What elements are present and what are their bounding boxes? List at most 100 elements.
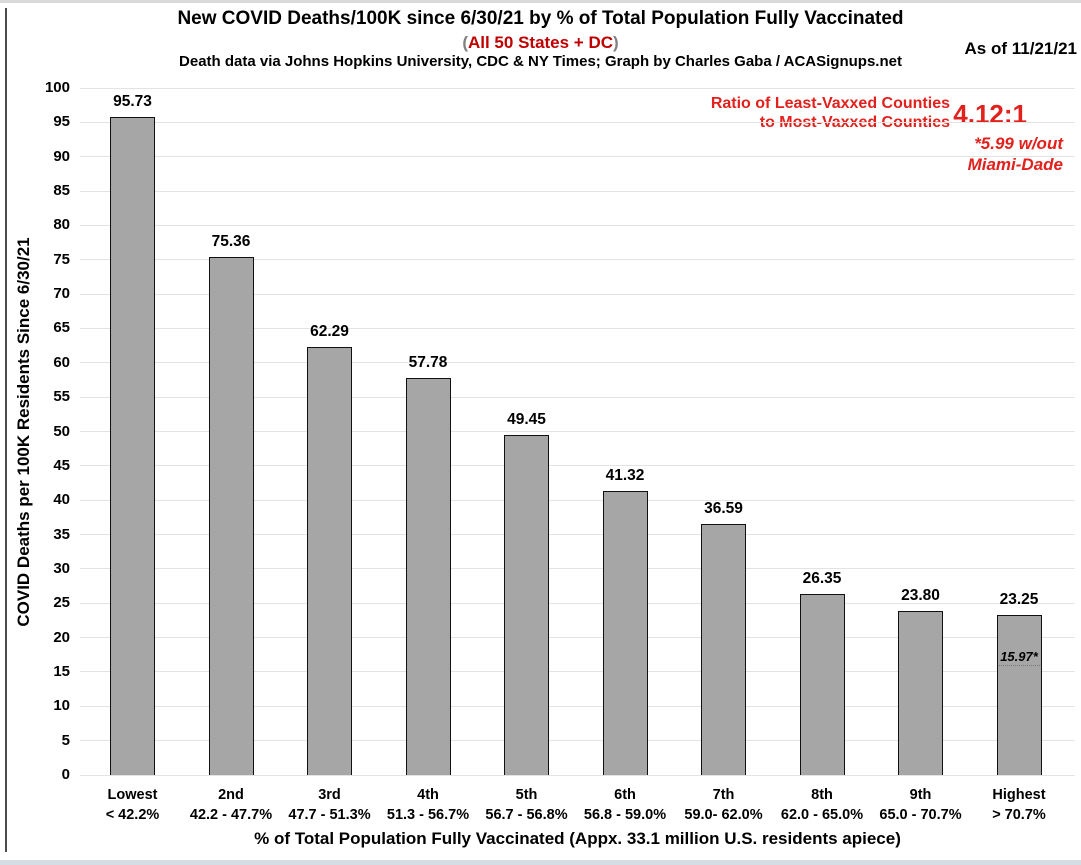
gridline [80, 740, 1075, 742]
y-axis-tick-label: 15 [53, 662, 70, 680]
ratio-footnote-line1: *5.99 w/out [974, 134, 1063, 153]
gridline [80, 87, 1075, 89]
y-axis-tick-label: 20 [53, 628, 70, 646]
x-axis-category-label: 4th 51.3 - 56.7% [363, 785, 493, 825]
y-axis-tick-label: 75 [53, 250, 70, 268]
gridline [80, 156, 1075, 158]
subtitle-paren-close: ) [613, 33, 619, 52]
category-tier-label: 4th [417, 787, 439, 803]
y-axis-tick-label: 65 [53, 319, 70, 337]
gridline [80, 293, 1075, 295]
gridline [80, 259, 1075, 261]
inner-annotation-line [998, 665, 1040, 667]
bar-value-label: 23.25 [999, 591, 1039, 609]
category-tier-label: 2nd [218, 787, 244, 803]
category-tier-label: 3rd [318, 787, 341, 803]
gridline [80, 637, 1075, 639]
bar-value-label: 75.36 [211, 233, 251, 251]
gridline [80, 431, 1075, 432]
bar [799, 593, 845, 775]
y-axis-tick-label: 60 [53, 353, 70, 371]
category-tier-label: 8th [811, 787, 833, 803]
category-range-label: 65.0 - 70.7% [879, 807, 962, 823]
left-edge-line [5, 8, 7, 852]
chart-title: New COVID Deaths/100K since 6/30/21 by %… [177, 8, 904, 29]
bar-value-label: 57.78 [408, 354, 448, 372]
bar [602, 491, 648, 775]
gridline [80, 465, 1075, 467]
chart-subtitle: (All 50 States + DC) [0, 33, 1081, 53]
y-axis-tick-label: 30 [53, 559, 70, 577]
category-range-label: 56.7 - 56.8% [485, 807, 568, 823]
category-tier-label: 6th [614, 787, 636, 803]
x-axis-category-label: 5th 56.7 - 56.8% [462, 785, 592, 825]
x-axis-category-label: 3rd 47.7 - 51.3% [265, 785, 395, 825]
y-axis-tick-label: 90 [53, 147, 70, 165]
x-axis-title: % of Total Population Fully Vaccinated (… [254, 829, 901, 848]
y-axis-tick-label: 0 [61, 766, 70, 783]
gridline [80, 671, 1075, 673]
category-range-label: 59.0- 62.0% [684, 807, 763, 823]
gridline [80, 121, 1075, 123]
subtitle-text: All 50 States + DC [467, 33, 614, 52]
category-tier-label: 9th [909, 787, 932, 803]
category-range-label: 47.7 - 51.3% [288, 807, 371, 823]
category-range-label: 42.2 - 47.7% [189, 807, 273, 823]
y-axis-tick-label: 45 [53, 456, 70, 474]
gridline [80, 499, 1075, 501]
subtitle-paren-open: ( [462, 33, 468, 52]
gridline [80, 602, 1075, 604]
bar [110, 117, 155, 775]
gridline [80, 224, 1075, 226]
bar [701, 523, 746, 775]
bar [208, 257, 254, 775]
bar-value-label: 95.73 [113, 93, 152, 111]
x-axis-category-label: 2nd 42.2 - 47.7% [166, 785, 296, 825]
top-edge-strip [0, 0, 1081, 3]
gridline [80, 327, 1075, 329]
category-tier-label: Lowest [107, 787, 158, 803]
ratio-annotation-label-line1: Ratio of Least-Vaxxed Counties [710, 95, 950, 112]
bar-value-label: 49.45 [507, 411, 546, 429]
x-axis-category-label: 6th 56.8 - 59.0% [560, 785, 690, 825]
category-tier-label: Highest [992, 787, 1046, 803]
gridline [80, 396, 1075, 398]
bar-value-label: 36.59 [704, 499, 743, 517]
y-axis-tick-label: 70 [53, 285, 70, 303]
y-axis-tick-label: 100 [44, 79, 70, 96]
bar [898, 611, 943, 775]
category-range-label: 51.3 - 56.7% [386, 807, 470, 823]
inner-annotation-label: 15.97* [1000, 649, 1038, 665]
bar [307, 347, 352, 775]
y-axis-tick-label: 5 [61, 731, 70, 749]
x-axis-category-label: Highest > 70.7% [954, 785, 1081, 825]
y-axis-tick-label: 40 [53, 491, 70, 509]
ratio-footnote-line2: Miami-Dade [967, 155, 1063, 174]
category-tier-label: 7th [712, 787, 735, 803]
y-axis-tick-label: 80 [53, 216, 70, 234]
bar-value-label: 26.35 [802, 569, 842, 587]
gridline [80, 362, 1075, 364]
category-range-label: < 42.2% [105, 807, 160, 823]
category-range-label: > 70.7% [992, 807, 1046, 823]
bar-value-label: 41.32 [605, 467, 645, 485]
x-axis-category-label: Lowest < 42.2% [68, 785, 198, 825]
category-tier-label: 5th [515, 787, 538, 803]
gridline [80, 534, 1075, 536]
gridline [80, 568, 1075, 570]
as-of-date: As of 11/21/21 [964, 39, 1077, 58]
y-axis-tick-label: 85 [53, 182, 70, 200]
y-axis-tick-label: 55 [53, 388, 70, 406]
y-axis-tick-label: 35 [53, 525, 70, 543]
bottom-edge-strip [0, 860, 1081, 865]
x-axis-category-label: 9th 65.0 - 70.7% [856, 785, 986, 825]
y-axis-tick-label: 50 [53, 422, 70, 440]
x-axis-category-label: 8th 62.0 - 65.0% [757, 785, 887, 825]
gridline [80, 705, 1075, 707]
ratio-annotation-value: 4.12:1 [953, 99, 1027, 129]
x-axis-category-label: 7th 59.0- 62.0% [659, 785, 789, 825]
bar-value-label: 23.80 [901, 587, 940, 605]
source-credit-line: Death data via Johns Hopkins University,… [179, 53, 902, 70]
category-range-label: 56.8 - 59.0% [583, 807, 667, 823]
